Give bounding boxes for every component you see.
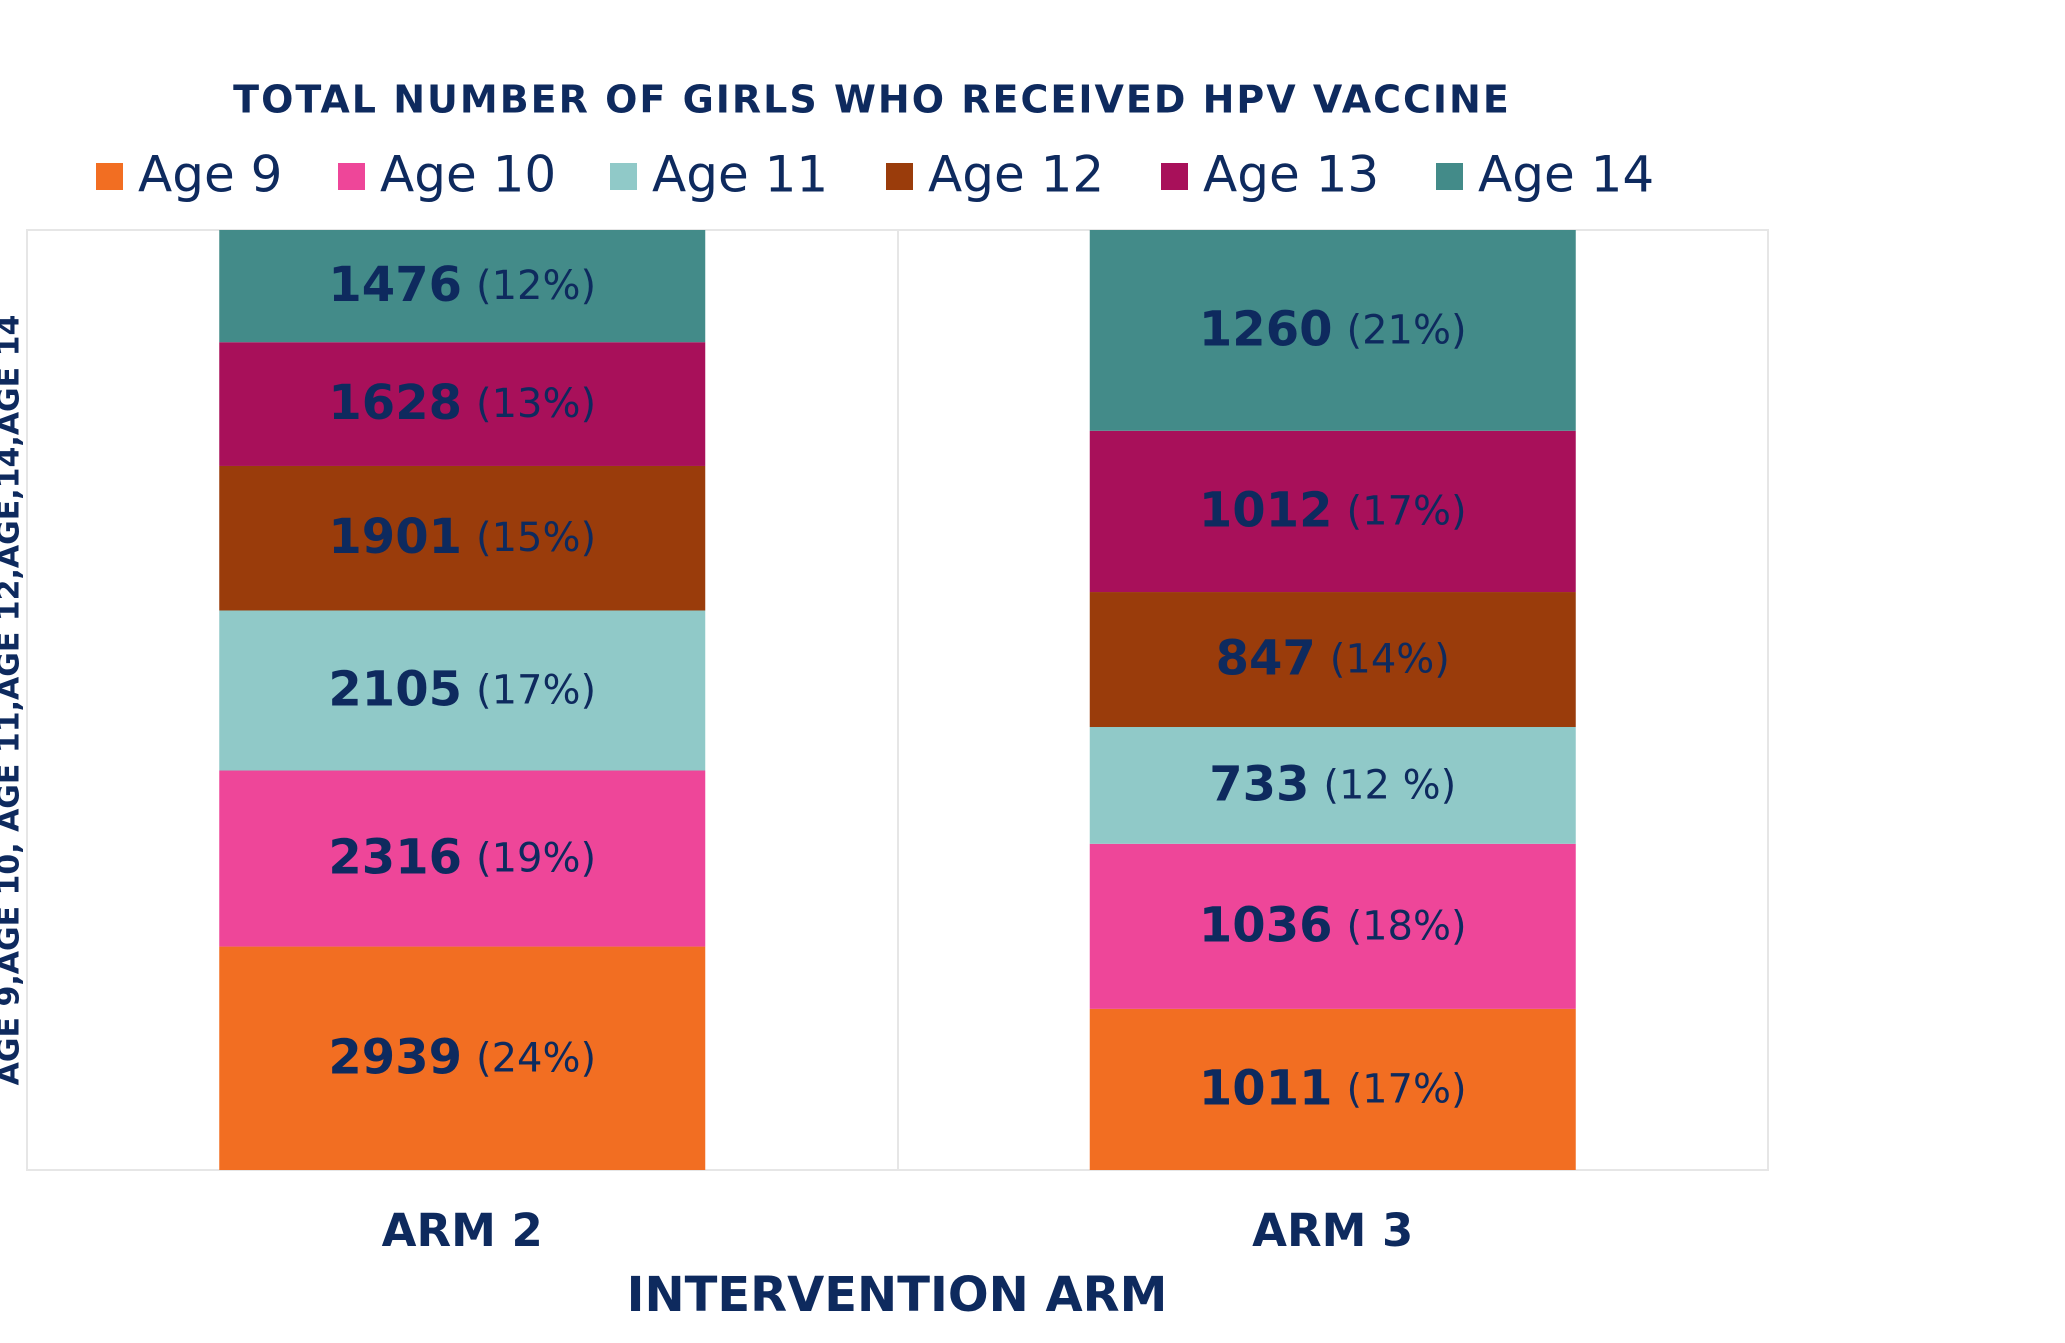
data-percent: (15%) (476, 515, 596, 561)
data-value: 1628 (328, 375, 462, 431)
data-value: 2105 (328, 661, 462, 717)
data-label: 2939 (24%) (328, 1029, 596, 1085)
chart-title: TOTAL NUMBER OF GIRLS WHO RECEIVED HPV V… (233, 78, 1511, 122)
data-label: 847 (14%) (1216, 631, 1450, 687)
data-label: 1476 (12%) (328, 257, 596, 313)
legend-label: Age 13 (1203, 146, 1379, 204)
data-percent: (13%) (476, 381, 596, 427)
data-value: 1011 (1199, 1060, 1333, 1116)
data-value: 733 (1209, 756, 1309, 812)
bar-segment (219, 610, 706, 771)
data-label: 1036 (18%) (1199, 897, 1467, 953)
bar-segment (1089, 843, 1576, 1009)
data-percent: (12 %) (1323, 762, 1456, 808)
data-percent: (17%) (476, 667, 596, 713)
data-value: 1901 (328, 509, 462, 565)
legend-label: Age 12 (928, 146, 1104, 204)
x-tick-label: ARM 3 (1252, 1204, 1413, 1257)
legend-swatch (96, 163, 123, 190)
data-label: 2316 (19%) (328, 830, 596, 886)
data-label: 1260 (21%) (1199, 301, 1467, 357)
legend-swatch (1436, 163, 1463, 190)
legend-swatch (1161, 163, 1188, 190)
data-percent: (14%) (1330, 637, 1450, 683)
x-tick-label: ARM 2 (382, 1204, 543, 1257)
data-value: 2316 (328, 830, 462, 886)
data-label: 733 (12 %) (1209, 756, 1456, 812)
data-value: 847 (1216, 631, 1316, 687)
data-label: 1628 (13%) (328, 375, 596, 431)
legend-swatch (610, 163, 637, 190)
data-label: 1901 (15%) (328, 509, 596, 565)
data-percent: (18%) (1346, 903, 1466, 949)
data-percent: (24%) (476, 1035, 596, 1081)
bar-segment (219, 342, 706, 466)
y-axis-title: AGE 9,AGE 10, AGE 11,AGE 12,AGE,14,AGE 1… (0, 315, 27, 1086)
bar-segment (1089, 430, 1576, 593)
legend-label: Age 10 (380, 146, 556, 204)
data-value: 1036 (1199, 897, 1333, 953)
data-label: 1012 (17%) (1199, 482, 1467, 538)
data-percent: (21%) (1346, 307, 1466, 353)
bar-segment (1089, 230, 1576, 431)
legend-swatch (886, 163, 913, 190)
data-percent: (17%) (1346, 1066, 1466, 1112)
bar-segment (219, 465, 706, 611)
data-label: 1011 (17%) (1199, 1060, 1467, 1116)
bar-segment (219, 230, 706, 343)
data-percent: (19%) (476, 836, 596, 882)
bar-segment (1089, 592, 1576, 728)
legend-label: Age 9 (138, 146, 282, 204)
data-label: 2105 (17%) (328, 661, 596, 717)
data-value: 1476 (328, 257, 462, 313)
legend-swatch (338, 163, 365, 190)
bar-segment (219, 946, 706, 1170)
bar-segment (1089, 727, 1576, 844)
x-axis-title: INTERVENTION ARM (627, 1267, 1168, 1323)
data-value: 1260 (1199, 301, 1333, 357)
data-value: 2939 (328, 1029, 462, 1085)
data-percent: (12%) (476, 263, 596, 309)
legend-label: Age 11 (652, 146, 828, 204)
bar-segment (1089, 1008, 1576, 1170)
data-percent: (17%) (1346, 488, 1466, 534)
data-value: 1012 (1199, 482, 1333, 538)
legend-label: Age 14 (1478, 146, 1654, 204)
bar-segment (219, 770, 706, 947)
